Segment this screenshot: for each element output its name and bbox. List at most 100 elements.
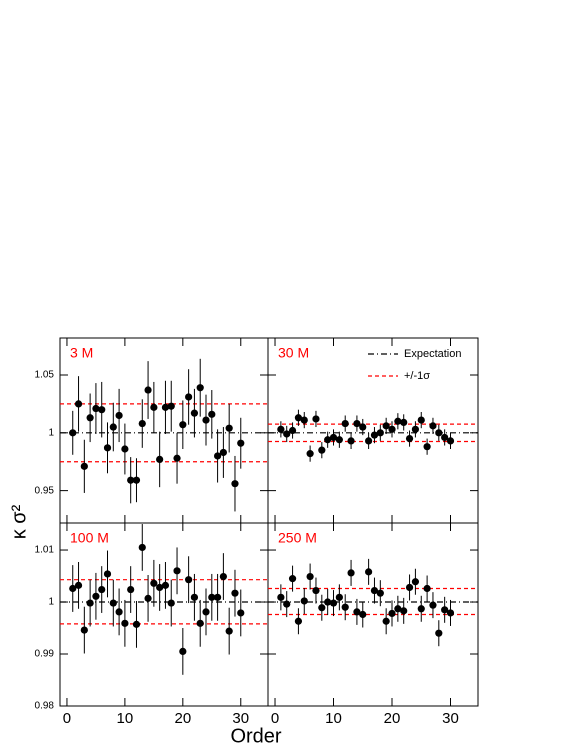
data-point — [318, 604, 326, 612]
data-point — [103, 444, 112, 452]
data-point — [219, 572, 227, 581]
data-point — [347, 569, 355, 577]
data-point — [376, 429, 384, 437]
data-point — [179, 647, 187, 656]
data-point — [335, 593, 343, 601]
data-point — [324, 436, 332, 444]
data-point — [370, 586, 379, 595]
data-point — [121, 445, 129, 453]
data-point — [190, 409, 199, 417]
data-point — [127, 476, 135, 484]
data-point — [237, 439, 245, 447]
data-point — [69, 584, 77, 593]
data-point — [74, 400, 83, 408]
data-point — [196, 619, 204, 627]
data-point — [300, 416, 308, 424]
data-point — [98, 585, 106, 594]
data-point — [446, 609, 455, 617]
data-point — [144, 594, 152, 602]
y-tick-label: 1 — [48, 427, 54, 438]
data-point — [341, 603, 349, 611]
x-tick-label: 20 — [174, 710, 191, 727]
data-point — [435, 629, 443, 637]
data-point — [219, 448, 227, 457]
data-point — [429, 422, 437, 430]
data-point — [283, 430, 291, 438]
data-point — [306, 572, 314, 581]
data-point — [150, 579, 158, 587]
data-point — [138, 419, 146, 428]
data-point — [382, 617, 390, 625]
data-point — [156, 455, 164, 464]
data-point — [288, 426, 297, 435]
data-point — [103, 570, 112, 578]
data-point — [400, 607, 408, 615]
data-point — [423, 584, 431, 593]
data-point — [138, 543, 146, 552]
y-axis-title: κ σ² — [8, 504, 30, 539]
x-axis-title: Order — [230, 725, 281, 747]
data-point — [365, 568, 373, 576]
data-point — [92, 592, 100, 600]
data-point — [359, 423, 367, 431]
data-point — [121, 619, 129, 627]
data-point — [365, 437, 373, 445]
data-point — [394, 417, 402, 425]
data-point — [435, 429, 443, 437]
y-tick-label: 0.99 — [35, 649, 55, 660]
data-point — [225, 627, 233, 635]
x-tick-label: 0 — [63, 710, 71, 727]
data-point — [353, 419, 361, 428]
data-point — [132, 476, 141, 484]
panel-label: 100 M — [70, 530, 109, 546]
panel-label: 30 M — [278, 345, 309, 361]
panel-frame — [267, 337, 479, 524]
data-point — [312, 586, 320, 595]
panel-label: 3 M — [70, 345, 93, 361]
data-point — [115, 608, 123, 616]
x-tick-label: 30 — [442, 710, 459, 727]
legend-label: Expectation — [404, 348, 461, 360]
data-point — [225, 424, 233, 432]
data-point — [411, 578, 420, 586]
data-point — [231, 480, 239, 488]
data-point — [132, 620, 141, 628]
data-point — [341, 419, 349, 428]
data-point — [127, 585, 135, 594]
data-point — [417, 416, 425, 424]
data-point — [376, 589, 384, 597]
data-point — [411, 425, 420, 433]
data-point — [329, 433, 338, 442]
data-point — [144, 386, 152, 394]
x-tick-label: 10 — [325, 710, 342, 727]
data-point — [208, 410, 216, 418]
data-point — [167, 599, 175, 607]
data-point — [80, 462, 88, 470]
y-tick-label: 0.95 — [35, 485, 55, 496]
x-tick-label: 10 — [117, 710, 134, 727]
data-point — [231, 589, 239, 597]
data-point — [74, 581, 83, 589]
data-point — [283, 600, 291, 608]
data-point — [370, 431, 379, 439]
data-point — [150, 403, 158, 411]
panel-label: 250 M — [278, 530, 317, 546]
data-point — [300, 597, 308, 605]
data-point — [179, 421, 187, 429]
data-point — [388, 425, 396, 433]
data-point — [388, 609, 396, 618]
data-point — [277, 593, 285, 601]
data-point — [441, 606, 449, 614]
data-point — [335, 436, 343, 444]
data-point — [185, 393, 193, 401]
data-point — [109, 423, 117, 431]
y-tick-label: 1.05 — [35, 370, 55, 381]
data-point — [288, 575, 297, 583]
data-point — [441, 433, 449, 442]
data-point — [353, 608, 361, 616]
legend-label: +/-1σ — [404, 370, 430, 382]
data-point — [109, 599, 117, 607]
data-point — [382, 422, 390, 430]
data-point — [417, 605, 425, 613]
